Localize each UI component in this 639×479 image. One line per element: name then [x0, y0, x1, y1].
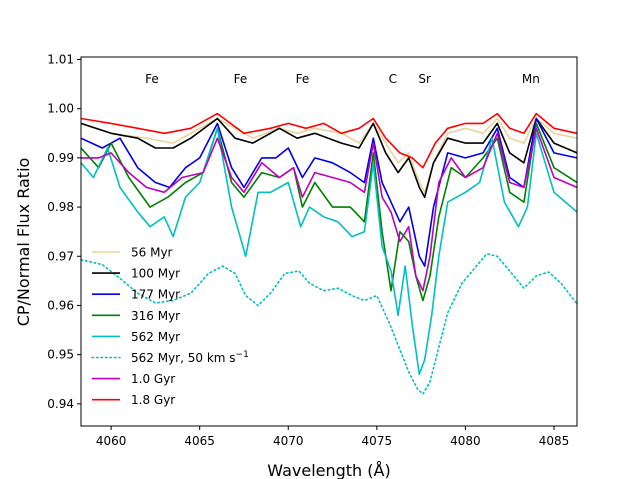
element-label-5: Mn: [522, 72, 540, 86]
y-tick-label-2: 0.96: [47, 298, 74, 312]
legend: 56 Myr 100 Myr 177 Myr 316 Myr 562 Myr 562 My…: [91, 246, 249, 407]
y-tick-label-1: 0.95: [47, 348, 74, 362]
element-label-0: Fe: [145, 72, 159, 86]
y-tick-label-3: 0.97: [47, 249, 74, 263]
element-label-4: Sr: [418, 72, 431, 86]
element-label-1: Fe: [234, 72, 248, 86]
series-line-1: [81, 117, 577, 198]
series-line-7: [81, 112, 577, 169]
element-label-2: Fe: [296, 72, 310, 86]
element-label-layer: Fe Fe Fe C Sr Mn: [145, 72, 540, 86]
x-tick-label-2: 4070: [273, 434, 304, 448]
legend-label-0: 56 Myr: [131, 246, 173, 260]
x-tick-label-3: 4075: [362, 434, 393, 448]
legend-label-3: 316 Myr: [131, 309, 180, 323]
legend-label-1: 100 Myr: [131, 267, 180, 281]
legend-label-5: 562 Myr, 50 km s−1: [131, 350, 249, 365]
legend-label-2: 177 Myr: [131, 288, 180, 302]
series-line-4: [81, 127, 577, 376]
y-tick-label-4: 0.98: [47, 200, 74, 214]
series-line-2: [81, 117, 577, 267]
x-tick-label-1: 4065: [184, 434, 215, 448]
series-line-0: [81, 117, 577, 194]
legend-label-7: 1.8 Gyr: [131, 393, 175, 407]
plot-frame: [80, 56, 578, 427]
element-label-3: C: [389, 72, 397, 86]
series-line-5: [81, 253, 577, 395]
x-axis-label: Wavelength (Å): [267, 461, 390, 479]
y-tick-label-5: 0.99: [47, 151, 74, 165]
x-tick-label-5: 4085: [539, 434, 570, 448]
series-line-3: [81, 122, 577, 302]
y-tick-label-0: 0.94: [47, 397, 74, 411]
y-tick-label-7: 1.01: [47, 52, 74, 66]
x-tick-label-0: 4060: [96, 434, 127, 448]
axes-layer: 4060 4065 4070 4075 4080 4085 0.94 0.95 0.96 0.97…: [47, 52, 578, 448]
legend-label-4: 562 Myr: [131, 330, 180, 344]
x-tick-label-4: 4080: [450, 434, 481, 448]
series-layer: [81, 112, 577, 395]
y-tick-label-6: 1.00: [47, 102, 74, 116]
series-line-6: [81, 127, 577, 292]
legend-label-6: 1.0 Gyr: [131, 372, 175, 386]
y-axis-label: CP/Normal Flux Ratio: [14, 158, 33, 327]
